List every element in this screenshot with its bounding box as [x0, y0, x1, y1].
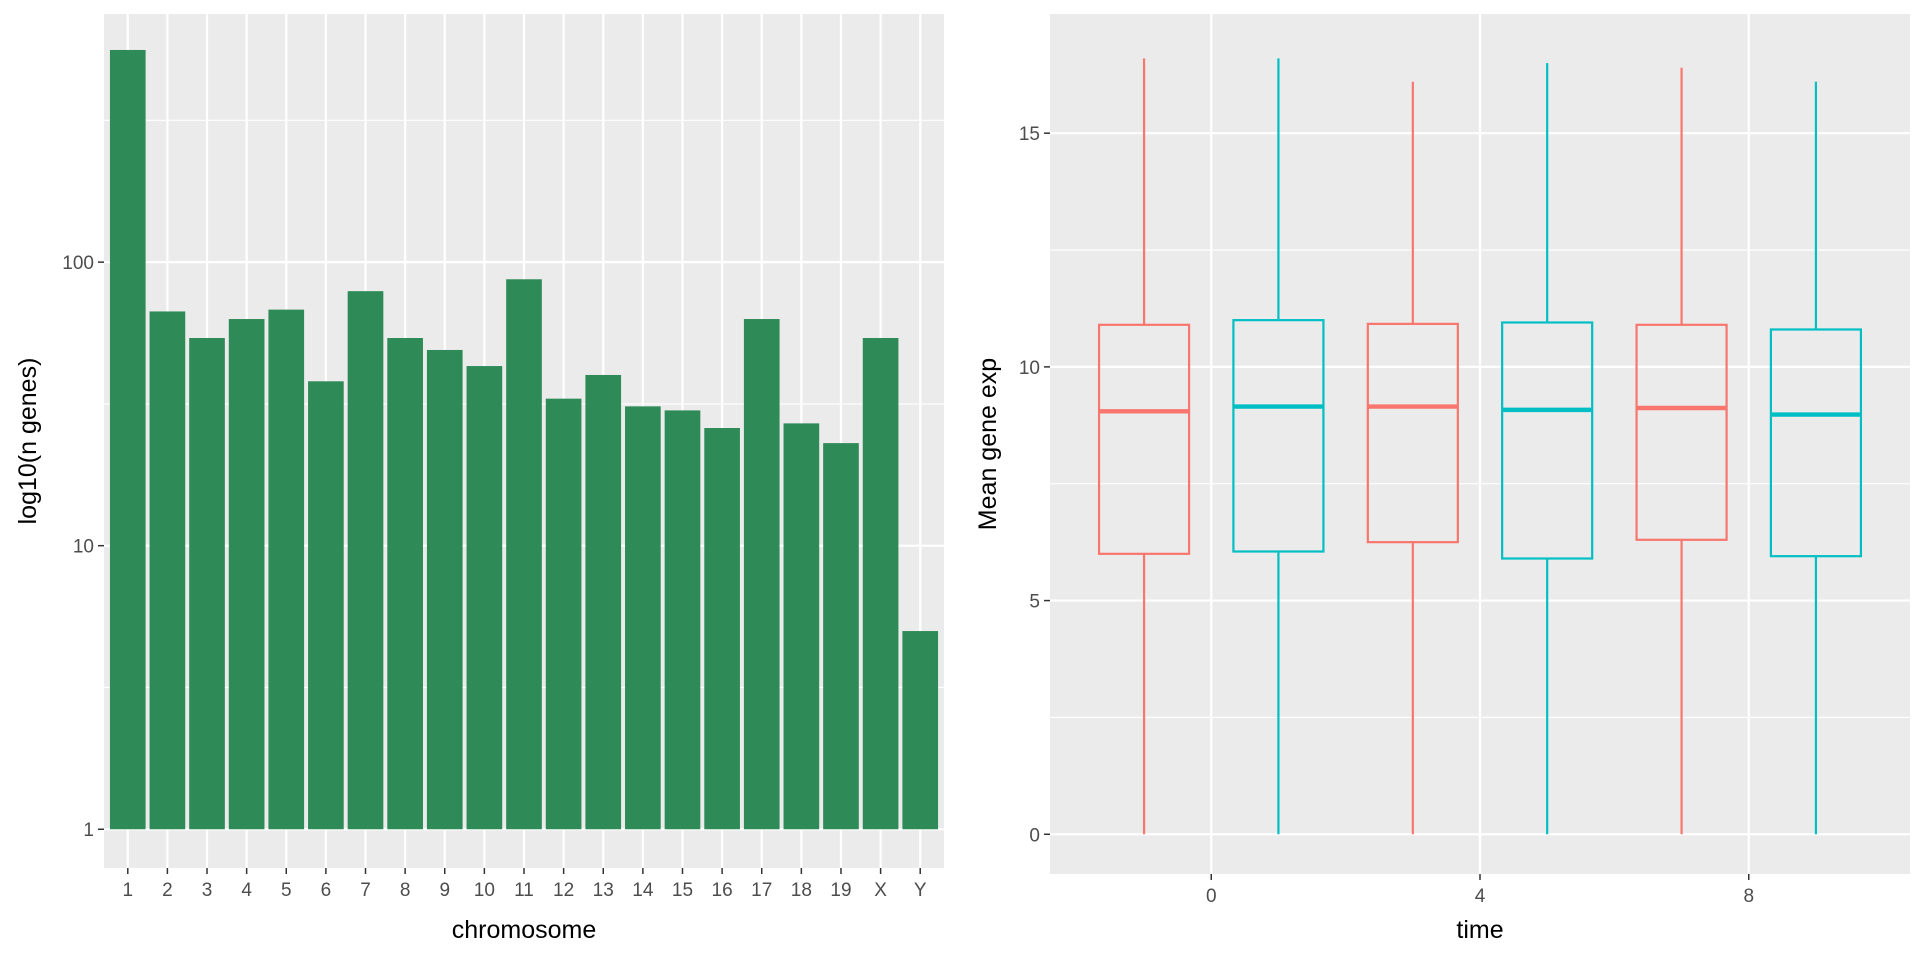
box-plot-x-axis-title: time [1456, 916, 1503, 944]
box-body [1097, 323, 1191, 555]
bar-1 [109, 49, 146, 830]
x-tick-label: 7 [360, 880, 371, 901]
x-tick-label: X [874, 880, 887, 901]
bar-7 [347, 291, 384, 830]
bar-chart-x-ticks: 1 2 3 4 5 6 7 8 9 10 11 12 13 14 15 16 17 18 19 X Y [122, 868, 927, 901]
box-0-series-2 [1232, 58, 1325, 835]
x-tick-label: 19 [830, 880, 851, 901]
x-tick-label: 11 [514, 880, 534, 901]
bar-Y [902, 631, 939, 830]
bar-6 [308, 381, 344, 830]
x-tick-label: 4 [241, 880, 252, 901]
x-tick-label: 0 [1206, 886, 1217, 907]
x-tick-label: 4 [1475, 886, 1486, 907]
x-tick-label: 14 [632, 880, 654, 901]
bar-19 [823, 443, 859, 830]
bar-5 [268, 309, 305, 830]
x-tick-label: 9 [439, 880, 450, 901]
x-tick-label: 12 [553, 880, 574, 901]
y-tick-label: 15 [1019, 124, 1040, 145]
bar-4 [228, 319, 265, 830]
bar-13 [585, 374, 622, 830]
x-tick-label: 17 [751, 880, 772, 901]
box-plot-y-axis-title: Mean gene exp [974, 358, 1002, 530]
x-tick-label: 5 [281, 880, 292, 901]
bar-18 [783, 423, 820, 830]
bar-9 [426, 349, 463, 830]
x-tick-label: Y [914, 880, 927, 901]
x-tick-label: 6 [321, 880, 332, 901]
x-tick-label: 18 [791, 880, 812, 901]
bar-2 [149, 311, 186, 830]
box-plot-y-ticks: 0 5 10 15 [1019, 124, 1050, 846]
box-8-series-1 [1635, 67, 1728, 835]
bar-chart-y-axis-title: log10(n genes) [14, 358, 42, 525]
bar-3 [189, 338, 225, 830]
box-body [1501, 321, 1594, 560]
x-tick-label: 10 [474, 880, 495, 901]
bar-14 [625, 406, 661, 830]
bar-12 [545, 398, 582, 830]
box-body [1635, 323, 1728, 541]
box-body [1232, 319, 1325, 553]
x-tick-label: 16 [712, 880, 733, 901]
x-tick-label: 1 [122, 880, 133, 901]
y-tick-label: 1 [83, 820, 94, 841]
x-tick-label: 15 [672, 880, 693, 901]
bar-15 [664, 410, 701, 830]
box-body [1366, 322, 1459, 544]
box-4-series-1 [1366, 81, 1459, 835]
box-4-series-2 [1501, 63, 1594, 835]
y-tick-label: 5 [1029, 592, 1040, 613]
box-0-series-1 [1097, 58, 1191, 835]
x-tick-label: 13 [593, 880, 614, 901]
y-tick-label: 100 [62, 253, 94, 274]
x-tick-label: 8 [400, 880, 411, 901]
box-body [1769, 328, 1863, 558]
bar-X [862, 338, 899, 830]
bar-16 [704, 428, 740, 830]
y-tick-label: 10 [73, 537, 94, 558]
box-plot: 0 5 10 15 0 4 8 time Mean gene exp [974, 14, 1910, 944]
bar-11 [506, 279, 542, 830]
bar-10 [466, 366, 503, 830]
bar-chart-y-ticks: 1 10 100 [62, 253, 104, 841]
bar-chart-bars [109, 49, 939, 830]
box-plot-grid [1050, 14, 1910, 874]
bar-8 [387, 338, 423, 830]
x-tick-label: 3 [202, 880, 213, 901]
box-plot-boxes [1097, 58, 1863, 835]
bar-17 [743, 319, 780, 830]
box-plot-x-ticks: 0 4 8 [1206, 874, 1754, 907]
x-tick-label: 2 [162, 880, 173, 901]
y-tick-label: 10 [1019, 358, 1040, 379]
x-tick-label: 8 [1743, 886, 1754, 907]
y-tick-label: 0 [1029, 825, 1040, 846]
box-8-series-2 [1769, 81, 1863, 835]
bar-chart-x-axis-title: chromosome [452, 916, 597, 944]
